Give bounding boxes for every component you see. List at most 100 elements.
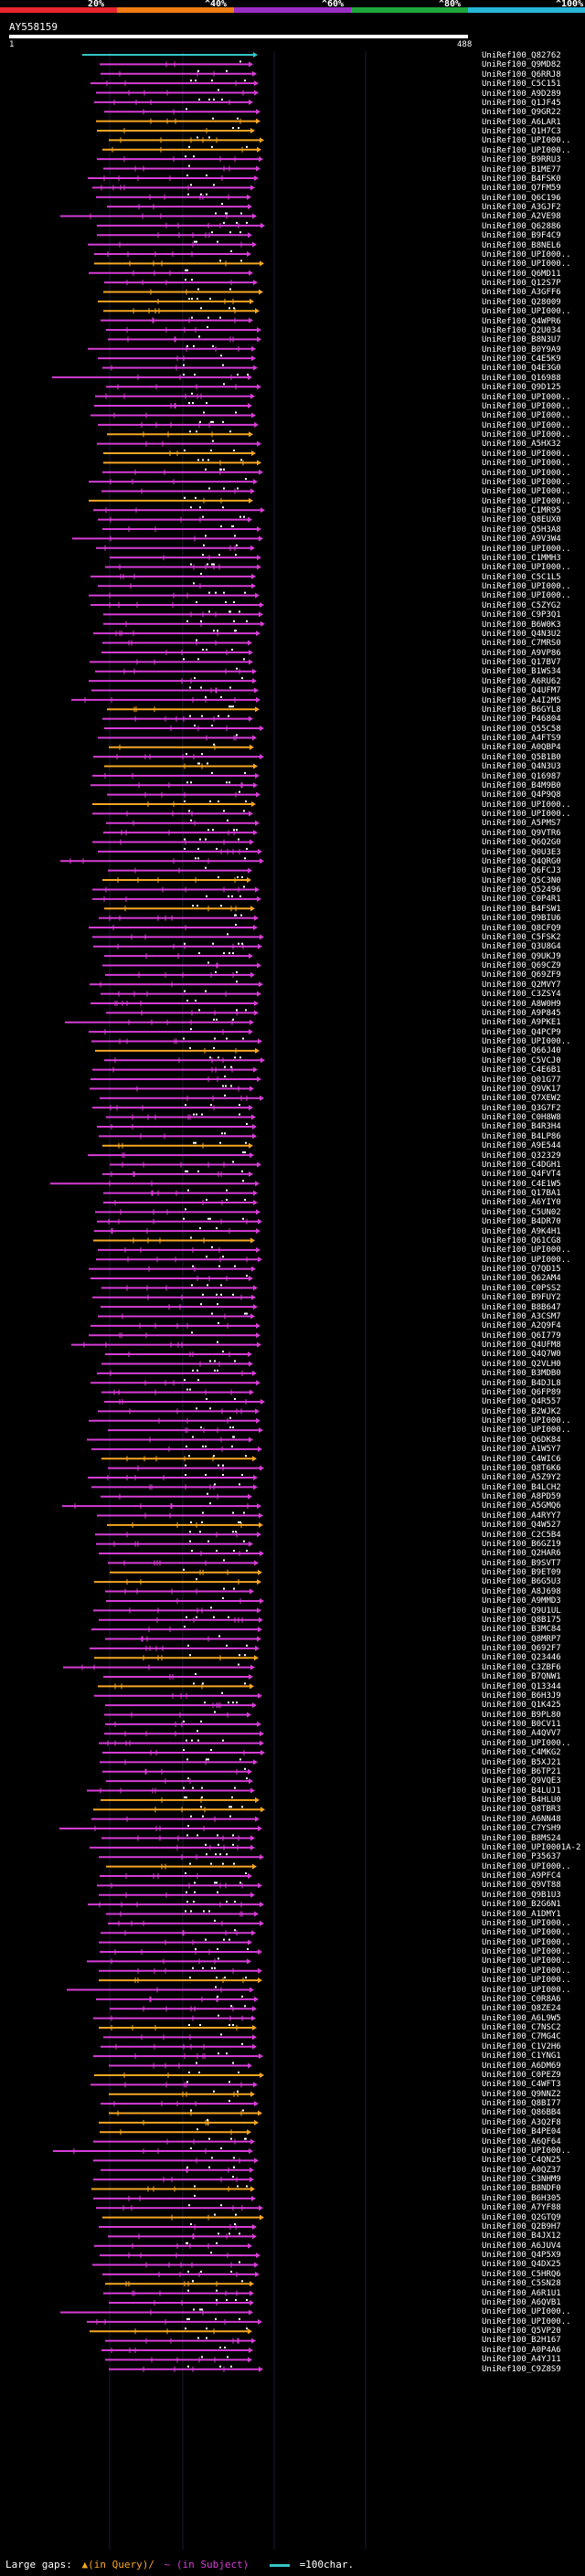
hit-label[interactable]: UniRef100_Q9VT88 [482, 1881, 561, 1891]
hit-label[interactable]: UniRef100_UPI000.. [482, 392, 571, 402]
hit-label[interactable]: UniRef100_Q52496 [482, 885, 561, 895]
hit-label[interactable]: UniRef100_Q1JF45 [482, 98, 561, 108]
hit-label[interactable]: UniRef100_Q692F7 [482, 1644, 561, 1653]
hit-label[interactable]: UniRef100_UPI000.. [482, 1416, 571, 1426]
hit-label[interactable]: UniRef100_Q55C58 [482, 724, 561, 734]
hit-label[interactable]: UniRef100_C7NSC2 [482, 2023, 561, 2032]
hit-label[interactable]: UniRef100_Q2GTQ9 [482, 2212, 561, 2222]
hit-label[interactable]: UniRef100_B6G5U3 [482, 1577, 561, 1587]
hit-label[interactable]: UniRef100_UPI000.. [482, 582, 571, 591]
hit-label[interactable]: UniRef100_A4RYY7 [482, 1511, 561, 1521]
hit-label[interactable]: UniRef100_Q1K425 [482, 1701, 561, 1711]
hit-label[interactable]: UniRef100_B4LCH2 [482, 1482, 561, 1492]
hit-label[interactable]: UniRef100_A0QBP4 [482, 743, 561, 753]
hit-label[interactable]: UniRef100_UPI000.. [482, 477, 571, 487]
hit-label[interactable]: UniRef100_C4QN25 [482, 2156, 561, 2166]
hit-label[interactable]: UniRef100_A9PKE1 [482, 1018, 561, 1028]
hit-label[interactable]: UniRef100_Q8MRP7 [482, 1634, 561, 1644]
hit-label[interactable]: UniRef100_C7MG4C [482, 2032, 561, 2042]
hit-label[interactable]: UniRef100_B4HLU0 [482, 1796, 561, 1805]
hit-label[interactable]: UniRef100_B3MDB0 [482, 1369, 561, 1379]
hit-label[interactable]: UniRef100_Q12S7P [482, 279, 561, 288]
hit-label[interactable]: UniRef100_UPI000.. [482, 1985, 571, 1995]
hit-label[interactable]: UniRef100_UPI000.. [482, 496, 571, 506]
hit-label[interactable]: UniRef100_A9E544 [482, 1141, 561, 1151]
hit-label[interactable]: UniRef100_UPI000.. [482, 1738, 571, 1748]
hit-label[interactable]: UniRef100_B8B647 [482, 1302, 561, 1312]
hit-label[interactable]: UniRef100_UPI000.. [482, 1426, 571, 1436]
hit-label[interactable]: UniRef100_A6RU62 [482, 676, 561, 686]
hit-label[interactable]: UniRef100_UPI000.. [482, 563, 571, 573]
hit-label[interactable]: UniRef100_Q9UKJ9 [482, 951, 561, 961]
hit-label[interactable]: UniRef100_Q17BA1 [482, 1189, 561, 1198]
hit-label[interactable]: UniRef100_Q3U8G4 [482, 942, 561, 952]
hit-label[interactable]: UniRef100_A6QF64 [482, 2136, 561, 2147]
hit-label[interactable]: UniRef100_C5SN28 [482, 2279, 561, 2289]
hit-label[interactable]: UniRef100_C0H8W8 [482, 1113, 561, 1122]
hit-label[interactable]: UniRef100_B4LP86 [482, 1131, 561, 1141]
hit-label[interactable]: UniRef100_Q4R557 [482, 1397, 561, 1407]
hit-label[interactable]: UniRef100_Q4P9Q8 [482, 790, 561, 800]
hit-label[interactable]: UniRef100_C1MMH3 [482, 553, 561, 563]
hit-label[interactable]: UniRef100_Q6C196 [482, 193, 561, 203]
hit-label[interactable]: UniRef100_Q1H7C3 [482, 127, 561, 136]
hit-label[interactable]: UniRef100_A8PD59 [482, 1492, 561, 1501]
hit-label[interactable]: UniRef100_UPI000.. [482, 136, 571, 146]
hit-label[interactable]: UniRef100_UPI000.. [482, 430, 571, 440]
hit-label[interactable]: UniRef100_P46804 [482, 715, 561, 725]
hit-label[interactable]: UniRef100_A9MMD3 [482, 1596, 561, 1606]
hit-label[interactable]: UniRef100_UPI000.. [482, 1937, 571, 1947]
hit-label[interactable]: UniRef100_Q4UFM8 [482, 1341, 561, 1350]
hit-label[interactable]: UniRef100_C5C1L5 [482, 572, 561, 582]
hit-label[interactable]: UniRef100_Q8BI77 [482, 2099, 561, 2108]
hit-label[interactable]: UniRef100_Q9B1U3 [482, 1890, 561, 1900]
hit-label[interactable]: UniRef100_A9K4H1 [482, 1226, 561, 1236]
hit-label[interactable]: UniRef100_Q6FCJ3 [482, 866, 561, 876]
hit-label[interactable]: UniRef100_B8MS24 [482, 1833, 561, 1843]
hit-label[interactable]: UniRef100_A8J698 [482, 1586, 561, 1596]
hit-label[interactable]: UniRef100_A4FTS9 [482, 734, 561, 743]
hit-label[interactable]: UniRef100_B4PE04 [482, 2127, 561, 2137]
hit-label[interactable]: UniRef100_Q8EUX0 [482, 515, 561, 525]
hit-label[interactable]: UniRef100_Q32329 [482, 1150, 561, 1161]
hit-label[interactable]: UniRef100_B6GYL8 [482, 705, 561, 715]
hit-label[interactable]: UniRef100_A6QVB1 [482, 2297, 561, 2307]
hit-label[interactable]: UniRef100_Q66J40 [482, 1046, 561, 1056]
hit-label[interactable]: UniRef100_B2WJK2 [482, 1406, 561, 1416]
hit-label[interactable]: UniRef100_Q4N3U2 [482, 629, 561, 639]
hit-label[interactable]: UniRef100_A9P845 [482, 1008, 561, 1018]
hit-label[interactable]: UniRef100_UPI000.. [482, 1918, 571, 1928]
hit-label[interactable]: UniRef100_B8NEL6 [482, 240, 561, 250]
hit-label[interactable]: UniRef100_A6R1U1 [482, 2288, 561, 2298]
hit-label[interactable]: UniRef100_A6DM69 [482, 2061, 561, 2071]
hit-label[interactable]: UniRef100_Q8TBR3 [482, 1805, 561, 1815]
hit-label[interactable]: UniRef100_B4R3H4 [482, 1122, 561, 1132]
hit-label[interactable]: UniRef100_A0P4A6 [482, 2345, 561, 2355]
hit-label[interactable]: UniRef100_C9P3Q1 [482, 610, 561, 620]
hit-label[interactable]: UniRef100_UPI000.. [482, 1956, 571, 1966]
hit-label[interactable]: UniRef100_UPI000.. [482, 1976, 571, 1986]
hit-label[interactable]: UniRef100_A6JUV4 [482, 2241, 561, 2251]
hit-label[interactable]: UniRef100_C4E6B1 [482, 1065, 561, 1076]
hit-label[interactable]: UniRef100_Q5VP20 [482, 2327, 561, 2336]
hit-label[interactable]: UniRef100_B1ME77 [482, 164, 561, 175]
hit-label[interactable]: UniRef100_C4E1W5 [482, 1179, 561, 1189]
hit-label[interactable]: UniRef100_UPI000.. [482, 449, 571, 459]
hit-label[interactable]: UniRef100_Q6DK84 [482, 1435, 561, 1445]
hit-label[interactable]: UniRef100_B8NDF0 [482, 2184, 561, 2194]
hit-label[interactable]: UniRef100_A3CSM7 [482, 1311, 561, 1321]
hit-label[interactable]: UniRef100_Q62AM4 [482, 1274, 561, 1284]
hit-label[interactable]: UniRef100_Q2HAR6 [482, 1549, 561, 1559]
hit-label[interactable]: UniRef100_Q2VLH0 [482, 1359, 561, 1369]
hit-label[interactable]: UniRef100_B1WS34 [482, 667, 561, 677]
hit-label[interactable]: UniRef100_Q86BB4 [482, 2108, 561, 2118]
hit-label[interactable]: UniRef100_UPI000.. [482, 591, 571, 601]
hit-label[interactable]: UniRef100_Q7QD15 [482, 1265, 561, 1274]
hit-label[interactable]: UniRef100_A1DMY1 [482, 1909, 561, 1919]
hit-label[interactable]: UniRef100_Q82762 [482, 51, 561, 60]
hit-label[interactable]: UniRef100_A3Q2F8 [482, 2117, 561, 2127]
hit-label[interactable]: UniRef100_B4DJL8 [482, 1378, 561, 1388]
hit-label[interactable]: UniRef100_A7YF88 [482, 2203, 561, 2213]
hit-label[interactable]: UniRef100_Q2MVY7 [482, 980, 561, 990]
hit-label[interactable]: UniRef100_UPI000.. [482, 1966, 571, 1976]
